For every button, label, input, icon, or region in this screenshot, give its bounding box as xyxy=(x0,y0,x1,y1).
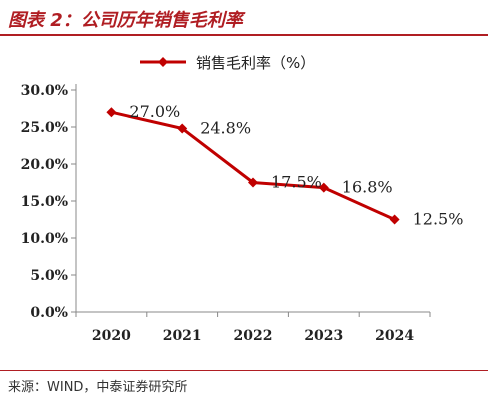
data-label: 27.0% xyxy=(129,102,180,121)
page-title: 图表 2：公司历年销售毛利率 xyxy=(8,10,243,31)
y-tick-label: 5.0% xyxy=(30,268,68,284)
title-divider xyxy=(0,34,488,36)
data-point-marker xyxy=(177,123,188,134)
data-point-marker xyxy=(106,107,117,118)
y-tick-label: 20.0% xyxy=(21,157,68,173)
gross-margin-chart: 销售毛利率（%） 0.0% 5.0% 10.0% 15.0% 20.0% 25.0% 30.0… xyxy=(21,54,464,344)
source-divider xyxy=(0,370,488,371)
y-tick-label: 0.0% xyxy=(30,305,68,321)
y-tick-label: 15.0% xyxy=(21,194,68,210)
source-note: 来源：WIND，中泰证券研究所 xyxy=(8,380,188,395)
data-label: 16.8% xyxy=(342,178,393,197)
title-bar: 图表 2：公司历年销售毛利率 xyxy=(0,0,488,38)
y-tick-label: 30.0% xyxy=(21,83,68,99)
y-tick-label: 25.0% xyxy=(21,120,68,136)
data-point-marker xyxy=(389,214,400,225)
data-label: 24.8% xyxy=(200,118,251,137)
data-point-marker xyxy=(318,182,329,193)
data-label: 12.5% xyxy=(413,210,464,229)
x-tick-label: 2022 xyxy=(234,328,273,344)
legend-diamond-icon xyxy=(158,57,168,67)
x-tick-label: 2021 xyxy=(163,328,202,344)
series-line xyxy=(111,110,396,221)
x-tick-label: 2024 xyxy=(375,328,414,344)
data-point-marker xyxy=(248,177,258,188)
data-label: 17.5% xyxy=(271,173,322,192)
x-tick-label: 2020 xyxy=(92,328,131,344)
y-tick-label: 10.0% xyxy=(21,231,68,247)
x-tick-label: 2023 xyxy=(304,328,343,344)
legend-label: 销售毛利率（%） xyxy=(196,54,315,72)
